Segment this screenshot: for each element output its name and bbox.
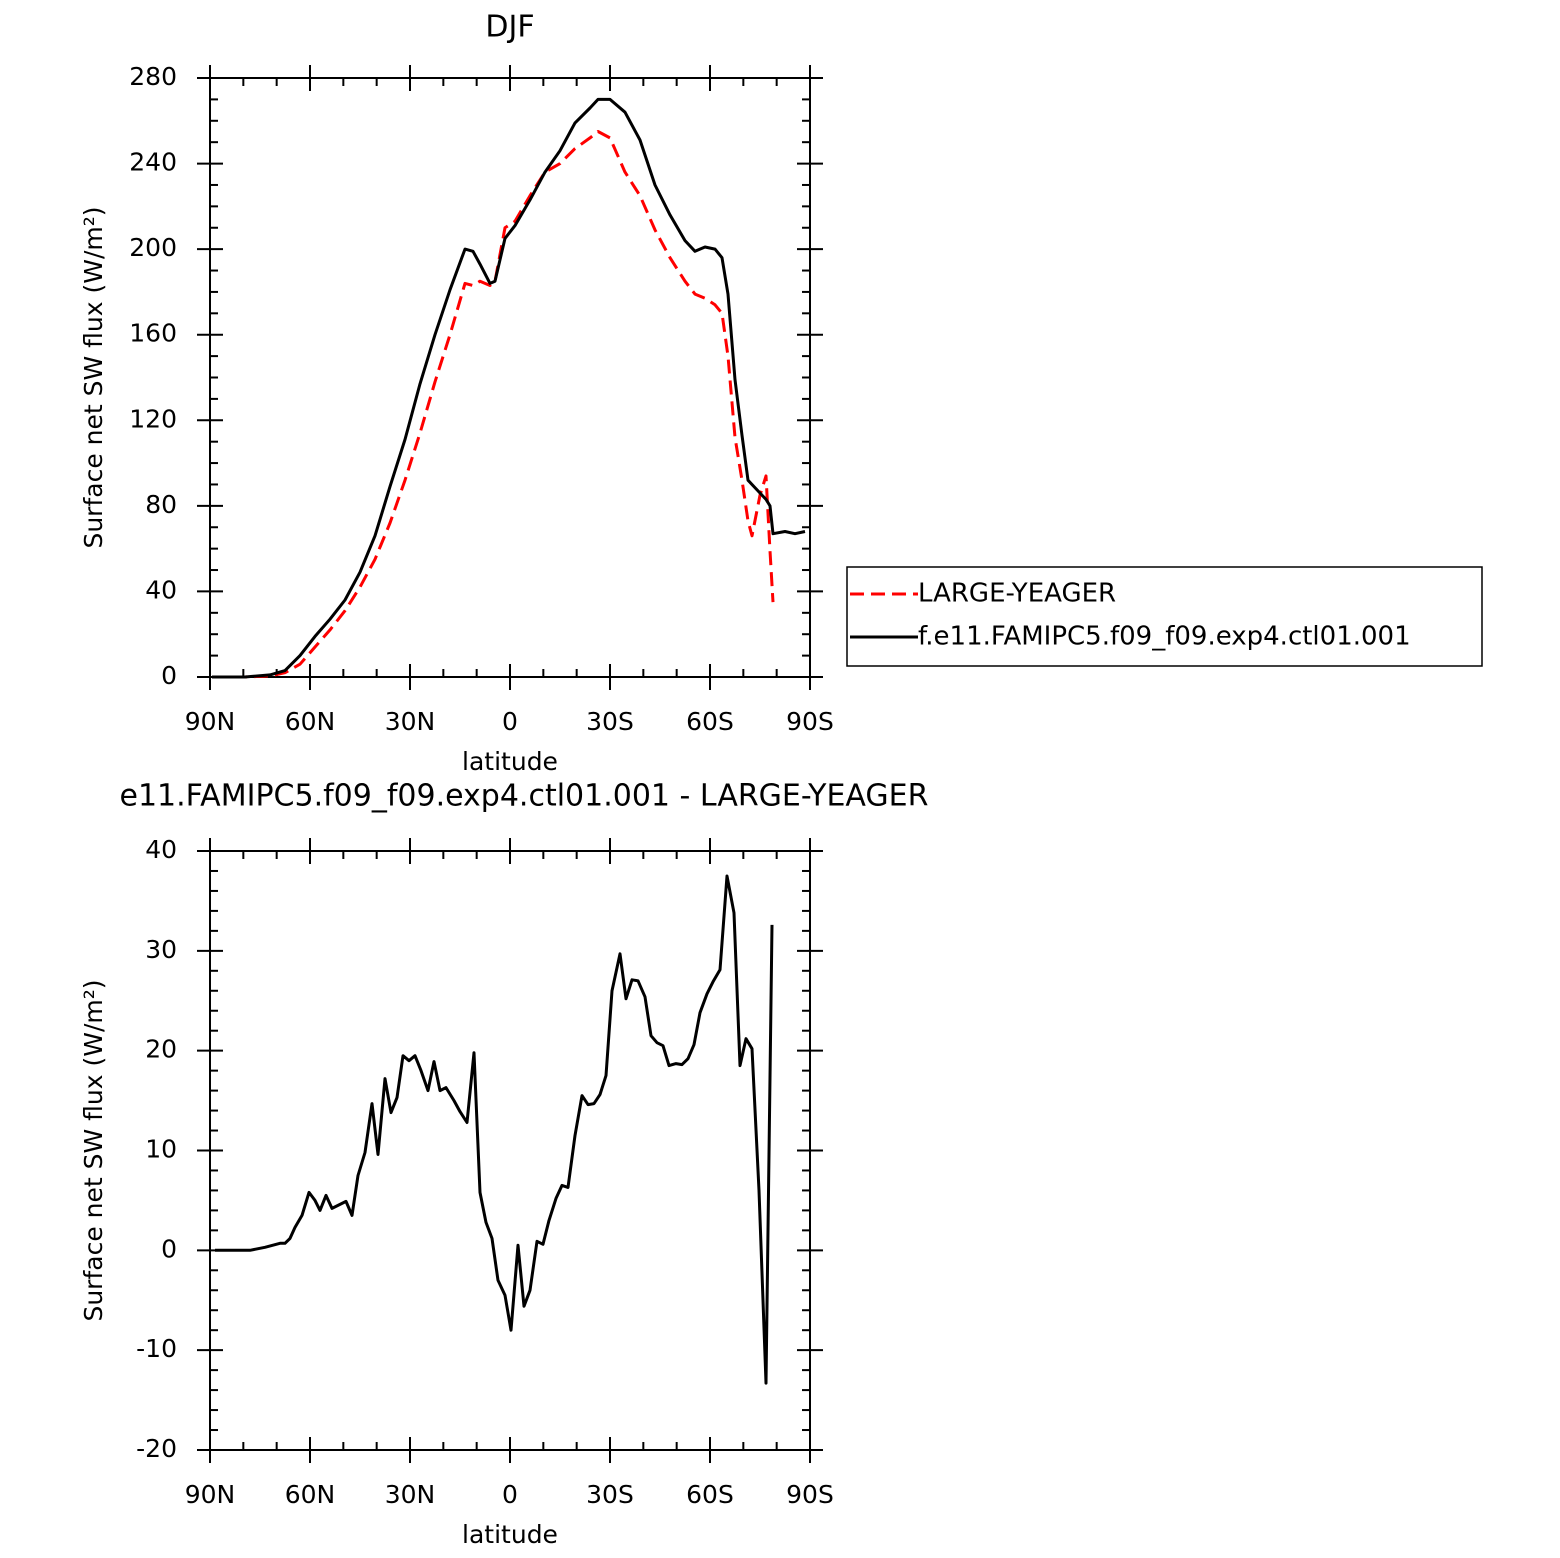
x-axis-label: latitude bbox=[462, 1520, 558, 1549]
y-tick-label: 40 bbox=[145, 835, 177, 864]
y-tick-label: -10 bbox=[136, 1334, 177, 1363]
y-tick-label: 40 bbox=[145, 575, 177, 604]
x-tick-label: 90S bbox=[786, 707, 834, 736]
y-tick-label: 280 bbox=[129, 62, 177, 91]
x-tick-label: 30S bbox=[586, 1480, 634, 1509]
x-tick-label: 30N bbox=[385, 1480, 436, 1509]
legend-label: LARGE-YEAGER bbox=[918, 579, 1116, 609]
legend-box bbox=[846, 566, 1483, 667]
data-line bbox=[212, 97, 806, 679]
x-tick-label: 60S bbox=[686, 707, 734, 736]
y-tick-label: 200 bbox=[129, 233, 177, 262]
plot-frame bbox=[209, 77, 811, 678]
chart-title: e11.FAMIPC5.f09_f09.exp4.ctl01.001 - LAR… bbox=[120, 779, 929, 814]
x-tick-label: 30N bbox=[385, 707, 436, 736]
x-tick-label: 60N bbox=[285, 1480, 336, 1509]
y-tick-label: 20 bbox=[145, 1035, 177, 1064]
plot-frame bbox=[209, 850, 811, 1451]
x-tick-label: 60S bbox=[686, 1480, 734, 1509]
x-tick-label: 0 bbox=[502, 1480, 518, 1509]
data-line bbox=[215, 874, 774, 1385]
x-tick-label: 0 bbox=[502, 707, 518, 736]
x-tick-label: 60N bbox=[285, 707, 336, 736]
x-tick-label: 90N bbox=[185, 707, 236, 736]
y-axis-label: Surface net SW flux (W/m²) bbox=[79, 979, 108, 1321]
x-tick-label: 90S bbox=[786, 1480, 834, 1509]
x-axis-label: latitude bbox=[462, 747, 558, 776]
y-tick-label: 240 bbox=[129, 148, 177, 177]
y-tick-label: 120 bbox=[129, 404, 177, 433]
y-axis-label: Surface net SW flux (W/m²) bbox=[79, 206, 108, 548]
y-tick-label: 10 bbox=[145, 1135, 177, 1164]
legend-label: f.e11.FAMIPC5.f09_f09.exp4.ctl01.001 bbox=[918, 622, 1411, 652]
y-tick-label: 80 bbox=[145, 490, 177, 519]
x-tick-label: 30S bbox=[586, 707, 634, 736]
y-tick-label: 160 bbox=[129, 319, 177, 348]
x-tick-label: 90N bbox=[185, 1480, 236, 1509]
chart-title: DJF bbox=[485, 10, 534, 45]
y-tick-label: -20 bbox=[136, 1434, 177, 1463]
data-line bbox=[212, 130, 775, 679]
y-tick-label: 0 bbox=[161, 661, 177, 690]
y-tick-label: 30 bbox=[145, 935, 177, 964]
y-tick-label: 0 bbox=[161, 1234, 177, 1263]
